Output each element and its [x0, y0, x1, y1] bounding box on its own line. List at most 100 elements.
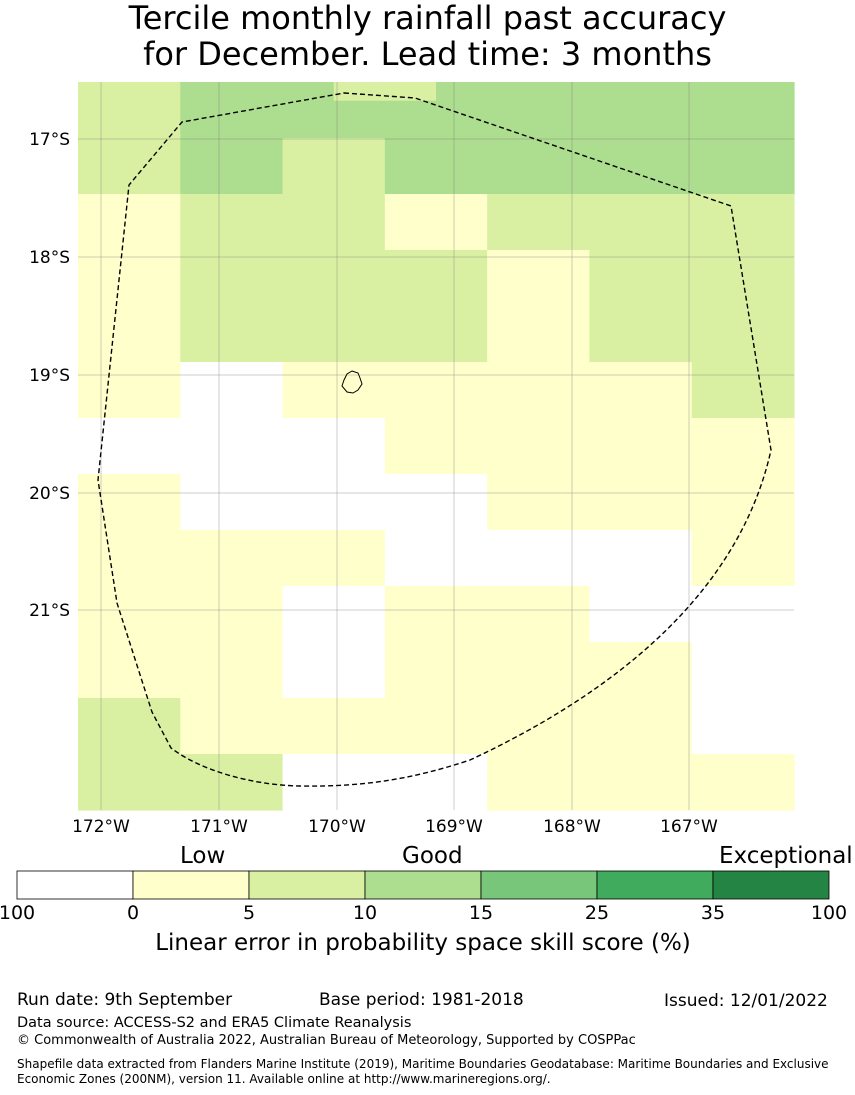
grid-cell — [282, 642, 386, 699]
grid-cell — [538, 82, 591, 102]
grid-cell — [384, 194, 488, 251]
grid-cell — [589, 754, 693, 811]
colorbar-tick: 100 — [810, 902, 848, 924]
grid-cell — [589, 530, 693, 587]
grid-cell — [589, 698, 693, 755]
eez-boundary — [97, 92, 772, 787]
grid-cell — [282, 698, 386, 755]
grid-cell — [78, 362, 181, 419]
map-gridlines — [78, 82, 794, 810]
grid-cell — [589, 100, 693, 139]
grid-cell — [78, 82, 130, 102]
latitude-label: 21°S — [29, 601, 70, 621]
colorbar-segment — [248, 870, 366, 900]
grid-cell — [282, 194, 386, 251]
grid-cell — [78, 586, 181, 643]
shapefile-credit-line-1: Shapefile data extracted from Flanders M… — [17, 1057, 829, 1071]
grid-cell — [180, 194, 284, 251]
grid-cell — [691, 82, 744, 102]
grid-cell — [333, 82, 386, 102]
grid-cell — [78, 474, 181, 531]
grid-cell — [384, 250, 488, 307]
colorbar-segment — [132, 870, 250, 900]
longitude-label: 168°W — [543, 817, 601, 837]
colorbar-segment — [480, 870, 598, 900]
grid-cell — [742, 82, 795, 102]
grid-cell — [78, 754, 181, 811]
grid-cell — [384, 306, 488, 363]
grid-cell — [640, 82, 693, 102]
run-date: Run date: 9th September — [17, 990, 233, 1010]
latitude-label: 18°S — [29, 248, 70, 268]
grid-cell — [487, 194, 591, 251]
legend-category-low: Low — [180, 843, 226, 869]
grid-cell — [487, 586, 591, 643]
grid-cell — [589, 194, 693, 251]
grid-cell — [282, 250, 386, 307]
grid-cell — [589, 418, 693, 475]
colorbar-tick: 5 — [242, 902, 256, 924]
grid-cell — [589, 474, 693, 531]
grid-cell — [691, 698, 795, 755]
grid-cell — [384, 82, 437, 102]
grid-cell — [487, 642, 591, 699]
legend-category-good: Good — [402, 843, 463, 869]
colorbar-tick: 100 — [0, 902, 36, 924]
grid-cell — [282, 138, 386, 195]
latitude-label: 17°S — [29, 130, 70, 150]
longitude-label: 169°W — [425, 817, 483, 837]
grid-cell — [78, 250, 181, 307]
grid-cell — [691, 138, 795, 195]
grid-cell — [691, 586, 795, 643]
colorbar-segment — [596, 870, 714, 900]
base-period: Base period: 1981-2018 — [319, 990, 524, 1010]
grid-cell — [691, 642, 795, 699]
title-line-1: Tercile monthly rainfall past accuracy — [128, 0, 727, 37]
grid-cell — [384, 698, 488, 755]
grid-cell — [78, 100, 181, 139]
grid-cell — [78, 306, 181, 363]
grid-cell — [487, 698, 591, 755]
colorbar-tick: 0 — [126, 902, 140, 924]
grid-cell — [487, 306, 591, 363]
grid-cell — [384, 418, 488, 475]
colorbar-segment — [16, 870, 134, 900]
longitude-label: 172°W — [72, 817, 130, 837]
grid-cell — [589, 306, 693, 363]
grid-cell — [691, 194, 795, 251]
grid-cell — [589, 642, 693, 699]
legend-category-exceptional: Exceptional — [719, 843, 853, 869]
grid-cell — [282, 306, 386, 363]
colorbar-tick: 25 — [584, 902, 610, 924]
island-outline — [341, 370, 363, 394]
grid-cell — [384, 754, 488, 811]
grid-cell — [180, 82, 233, 102]
grid-cell — [282, 100, 386, 139]
grid-cell — [384, 586, 488, 643]
colorbar-segment — [364, 870, 482, 900]
grid-cell — [487, 418, 591, 475]
grid-cell — [78, 194, 181, 251]
data-source: Data source: ACCESS-S2 and ERA5 Climate … — [17, 1015, 412, 1031]
longitude-label: 170°W — [308, 817, 366, 837]
grid-cell — [487, 82, 539, 102]
colorbar — [16, 870, 830, 900]
colorbar-segment — [712, 870, 830, 900]
grid-cell — [487, 100, 591, 139]
grid-cell — [589, 362, 693, 419]
grid-cell — [487, 754, 591, 811]
grid-cell — [282, 362, 386, 419]
title-line-2: for December. Lead time: 3 months — [143, 35, 712, 73]
latitude-label: 20°S — [29, 484, 70, 504]
grid-cell — [180, 306, 284, 363]
colorbar-tick: 10 — [352, 902, 378, 924]
colorbar-tick: 35 — [700, 902, 726, 924]
grid-cell — [691, 418, 795, 475]
grid-cell — [78, 698, 181, 755]
grid-cell — [589, 586, 693, 643]
longitude-label: 171°W — [190, 817, 248, 837]
grid-cell — [282, 418, 386, 475]
grid-cell — [487, 362, 591, 419]
latitude-label: 19°S — [29, 366, 70, 386]
grid-cell — [691, 250, 795, 307]
